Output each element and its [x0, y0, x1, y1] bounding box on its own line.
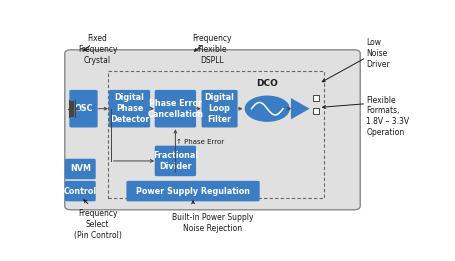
Text: Built-in Power Supply
Noise Rejection: Built-in Power Supply Noise Rejection [172, 213, 253, 233]
Bar [312, 95, 318, 101]
Polygon shape [290, 98, 309, 119]
Text: Frequency
Select
(Pin Control): Frequency Select (Pin Control) [74, 209, 121, 240]
Text: Frequency
Flexible
DSPLL: Frequency Flexible DSPLL [192, 34, 232, 65]
Text: Power Supply Regulation: Power Supply Regulation [136, 187, 249, 195]
Text: Control: Control [64, 187, 96, 195]
Circle shape [245, 96, 288, 121]
FancyBboxPatch shape [154, 146, 196, 176]
Text: Digital
Loop
Filter: Digital Loop Filter [204, 93, 234, 124]
FancyBboxPatch shape [65, 181, 96, 201]
Text: Low
Noise
Driver: Low Noise Driver [365, 38, 389, 69]
Bar [312, 108, 318, 114]
Text: Phase Error
Cancellation: Phase Error Cancellation [147, 99, 203, 119]
Text: NVM: NVM [70, 164, 91, 174]
FancyBboxPatch shape [65, 159, 96, 179]
FancyBboxPatch shape [65, 50, 359, 210]
Text: OSC: OSC [74, 104, 92, 113]
Text: Fractional
Divider: Fractional Divider [152, 151, 197, 171]
FancyBboxPatch shape [69, 90, 97, 127]
Bar [108, 70, 323, 198]
Text: Flexible
Formats,
1.8V – 3.3V
Operation: Flexible Formats, 1.8V – 3.3V Operation [365, 96, 409, 137]
Text: Fixed
Frequency
Crystal: Fixed Frequency Crystal [78, 34, 117, 65]
FancyBboxPatch shape [154, 90, 196, 127]
FancyBboxPatch shape [201, 90, 237, 127]
Text: Digital
Phase
Detector: Digital Phase Detector [110, 93, 149, 124]
FancyBboxPatch shape [126, 181, 259, 201]
FancyBboxPatch shape [109, 90, 150, 127]
Text: ↑ Phase Error: ↑ Phase Error [176, 139, 224, 145]
Text: DCO: DCO [256, 79, 278, 88]
